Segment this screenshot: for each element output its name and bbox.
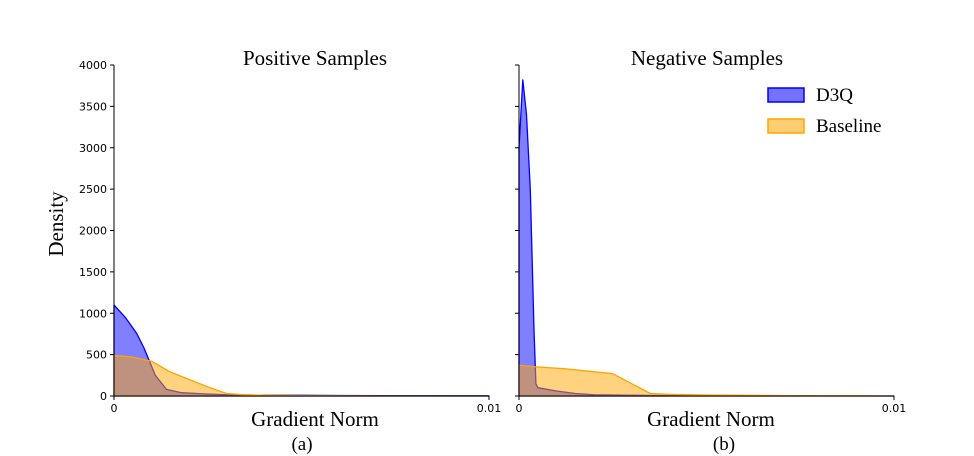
legend: D3Q Baseline: [767, 85, 881, 137]
x-tick-label: 0.01: [882, 402, 907, 415]
panel-title: Negative Samples: [631, 46, 783, 70]
legend-label-baseline: Baseline: [816, 116, 881, 137]
y-tick-label: 1500: [79, 266, 107, 279]
panel-positive-samples: Positive Samples 0 500 1000 1500 2000 2500 300…: [79, 46, 501, 455]
panel-negative-samples: Negative Samples 0 0.01 Gradient Norm (b): [515, 46, 906, 455]
x-tick-label: 0: [111, 402, 118, 415]
y-tick-label: 4000: [79, 59, 107, 72]
y-axis-label: Density: [44, 191, 68, 257]
y-tick-label: 1000: [79, 307, 107, 320]
panel-title: Positive Samples: [243, 46, 387, 70]
y-tick-label: 500: [86, 349, 107, 362]
legend-label-d3q: D3Q: [816, 85, 853, 106]
panel-caption: (a): [291, 434, 312, 455]
legend-swatch-baseline: [767, 118, 805, 134]
series-area-baseline: [518, 364, 895, 397]
y-tick-label: 3500: [79, 100, 107, 113]
panel-caption: (b): [713, 434, 735, 455]
x-tick-label: 0.01: [477, 402, 502, 415]
x-axis-label: Gradient Norm: [251, 407, 379, 431]
y-tick-label: 2500: [79, 183, 107, 196]
x-axis-label: Gradient Norm: [647, 407, 775, 431]
y-tick-label: 0: [100, 390, 107, 403]
series-areas: [113, 304, 490, 397]
axis-ticks: 0 0.01: [515, 64, 907, 415]
x-tick-label: 0: [516, 402, 523, 415]
series-area-baseline: [113, 354, 490, 397]
axis-ticks: 0 500 1000 1500 2000 2500 3000 3500 4000 0 0.01: [79, 59, 501, 415]
y-tick-label: 3000: [79, 142, 107, 155]
legend-swatch-d3q: [767, 87, 805, 103]
y-tick-label: 2000: [79, 225, 107, 238]
